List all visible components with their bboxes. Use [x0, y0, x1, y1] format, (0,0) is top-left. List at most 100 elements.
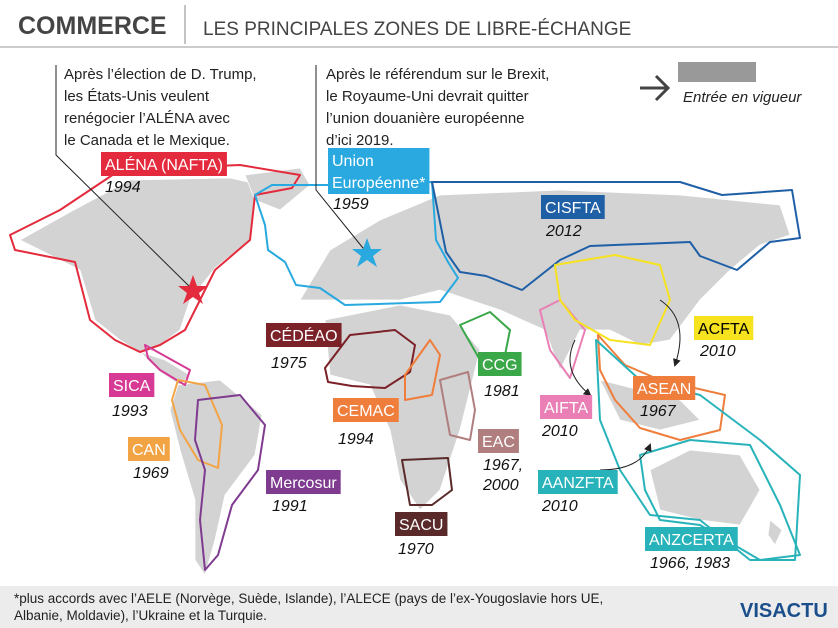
zone-name: ACFTA	[698, 321, 750, 338]
zone-year: 1981	[484, 383, 520, 400]
central-america	[139, 351, 191, 386]
zone-box	[128, 437, 170, 461]
zone-label: CÉDÉAO 1975	[266, 323, 342, 372]
australia	[649, 449, 761, 526]
zone-box	[645, 527, 738, 551]
zone-label: CAN 1969	[128, 437, 170, 482]
zone-year: 1994	[105, 179, 141, 196]
star	[178, 275, 208, 304]
logo: VISACTU	[740, 600, 828, 622]
footer-note: *plus accords avec l’AELE (Norvège, Suèd…	[14, 591, 603, 606]
zone-box	[541, 195, 605, 219]
zone-label: Mercosur 1991	[266, 470, 341, 515]
zone-label: CISFTA 2012	[541, 195, 605, 240]
zone-outline	[431, 181, 801, 291]
zone-outline	[194, 394, 266, 571]
zone-name: ASEAN	[637, 381, 691, 398]
title: COMMERCE	[18, 12, 167, 40]
zone-year: 2010	[541, 498, 578, 515]
zone-name: SICA	[113, 378, 151, 395]
note-leader	[315, 65, 368, 254]
zone-box	[540, 395, 593, 419]
arrow	[569, 339, 592, 397]
note-line: renégocier l’ALÉNA avec	[64, 110, 230, 127]
zone-year: 1967,	[483, 457, 523, 474]
zone-year: 1970	[398, 541, 434, 558]
zone-outline	[439, 371, 476, 441]
note-line: Après l’élection de D. Trump,	[64, 66, 257, 83]
zone-outline	[401, 457, 453, 506]
note-line: les États-Unis veulent	[64, 88, 210, 105]
zone-year: 2012	[545, 223, 582, 240]
zone-name: CISFTA	[545, 200, 601, 217]
zone-labels: ALÉNA (NAFTA) 1994 Union Européenne* 1959 CIS…	[101, 148, 754, 572]
zone-outline	[171, 379, 223, 469]
zone-label: ANZCERTA 1966, 1983	[645, 527, 738, 572]
zone-outline	[324, 329, 416, 389]
zone-label: SACU 1970	[395, 512, 448, 558]
new-zealand	[767, 519, 783, 546]
zone-year: 2010	[541, 423, 578, 440]
north-america	[19, 177, 287, 353]
zone-box	[694, 316, 754, 340]
legend-arrow	[640, 74, 671, 102]
zone-year: 1967	[640, 403, 677, 420]
zone-year: 2000	[482, 477, 519, 494]
note-leader	[55, 65, 194, 291]
zone-outline	[597, 334, 726, 441]
arrow	[599, 443, 652, 471]
zone-outline	[404, 339, 441, 401]
zone-outline	[539, 299, 586, 379]
zone-label: SICA 1993	[109, 373, 155, 420]
note-line: d’ici 2019.	[326, 132, 394, 149]
zone-outline	[144, 344, 191, 386]
arrow	[659, 299, 681, 367]
subtitle: LES PRINCIPALES ZONES DE LIBRE-ÉCHANGE	[203, 19, 631, 40]
zone-label: ALÉNA (NAFTA) 1994	[101, 152, 227, 196]
zone-year: 1994	[338, 431, 374, 448]
zone-box	[109, 373, 155, 397]
zone-outline	[459, 311, 511, 361]
zone-label: Union Européenne* 1959	[328, 148, 430, 213]
footer-note: Albanie, Moldavie), l’Ukraine et la Turq…	[14, 608, 267, 623]
south-america	[169, 379, 263, 576]
zone-box	[633, 376, 696, 400]
notes: Après l’élection de D. Trump, les États-U…	[64, 66, 549, 149]
zone-label: ASEAN 1967	[633, 376, 696, 420]
zone-year: 1975	[271, 355, 307, 372]
zone-name: CÉDÉAO	[270, 326, 338, 345]
note-line: l’union douanière européenne	[326, 110, 525, 127]
zone-name: SACU	[399, 517, 443, 534]
star	[352, 238, 382, 267]
footer-bg	[0, 586, 838, 628]
note-line: le Canada et le Mexique.	[64, 132, 230, 149]
zone-name: CAN	[132, 442, 166, 459]
legend-label: Entrée en vigueur	[683, 89, 802, 106]
zone-label: AANZFTA 2010	[538, 470, 618, 515]
zone-outline	[639, 439, 801, 561]
zone-label: EAC 1967, 2000	[478, 429, 523, 494]
note-line: le Royaume-Uni devrait quitter	[326, 88, 529, 105]
header-bg	[0, 0, 838, 48]
zone-year: 1969	[133, 465, 169, 482]
zone-box	[395, 512, 448, 536]
zone-label: ACFTA 2010	[694, 316, 754, 360]
zone-year: 1966, 1983	[650, 555, 730, 572]
europe-asia	[299, 189, 791, 371]
legend-swatch	[678, 62, 756, 82]
zone-year: 1993	[112, 403, 148, 420]
zone-name: ANZCERTA	[649, 532, 734, 549]
note-line: Après le référendum sur le Brexit,	[326, 66, 549, 83]
zone-box	[538, 470, 618, 494]
zone-label: AIFTA 2010	[540, 395, 593, 440]
zone-name: CCG	[482, 357, 518, 374]
zone-box	[478, 352, 522, 376]
zone-box	[333, 398, 399, 422]
zone-box	[266, 323, 342, 347]
zone-box	[266, 470, 341, 494]
zone-name: Union	[332, 153, 374, 170]
zone-name: ALÉNA (NAFTA)	[105, 155, 223, 174]
zone-year: 2010	[699, 343, 736, 360]
zone-name: AIFTA	[544, 400, 588, 417]
